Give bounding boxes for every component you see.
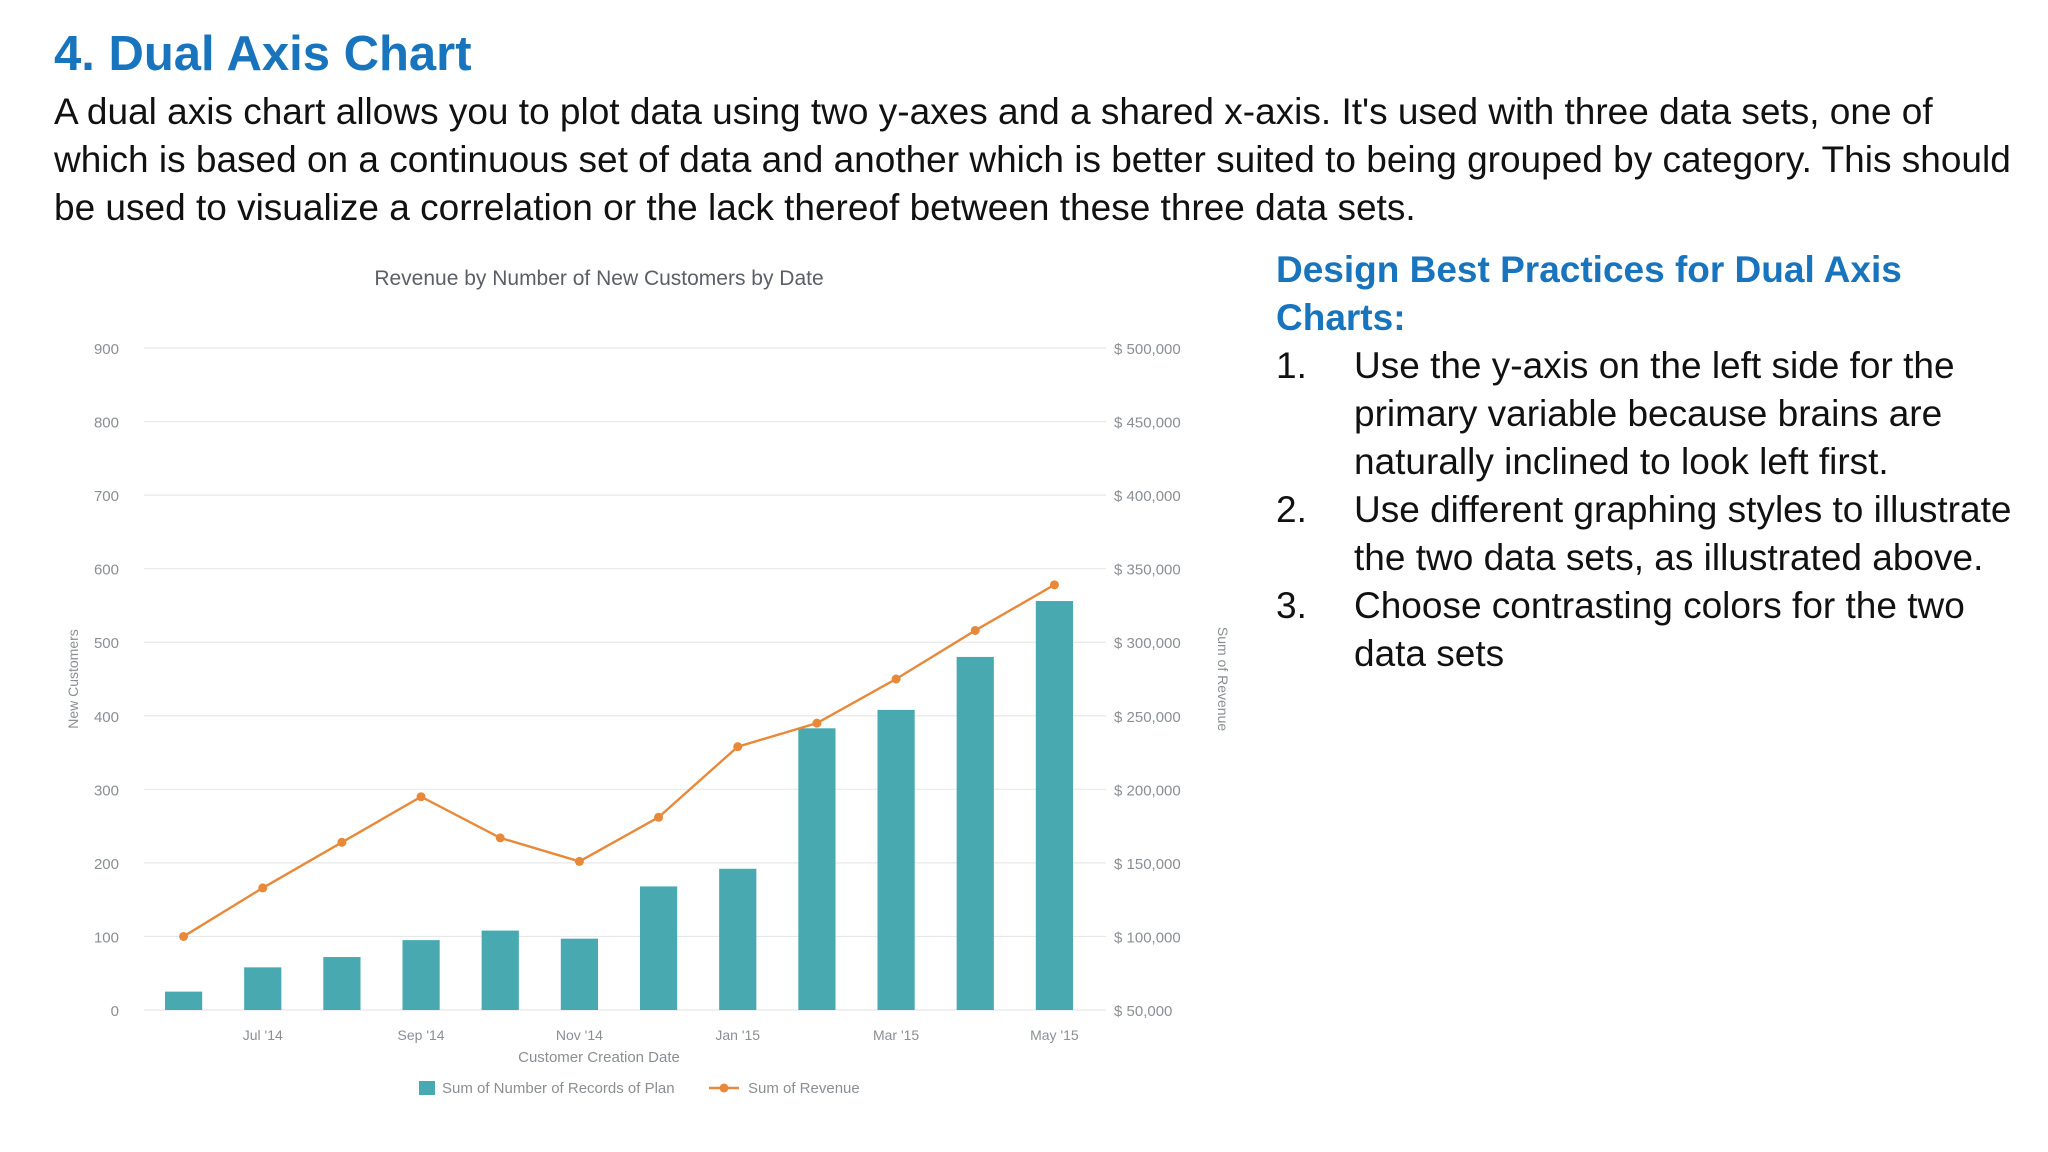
y-tick-label: 0 — [111, 1003, 119, 1020]
x-tick-label: Nov '14 — [556, 1027, 603, 1043]
revenue-point — [733, 742, 743, 752]
revenue-point — [574, 856, 584, 866]
y2-tick-label: $ 200,000 — [1114, 782, 1181, 799]
chart-svg: Revenue by Number of New Customers by Da… — [65, 267, 1231, 1097]
revenue-point — [812, 718, 822, 728]
intro-paragraph: A dual axis chart allows you to plot dat… — [54, 91, 2011, 228]
revenue-point — [891, 674, 901, 684]
revenue-point — [495, 833, 505, 843]
revenue-line — [182, 583, 1056, 938]
page-heading: 4. Dual Axis Chart — [54, 27, 472, 81]
revenue-point — [1049, 580, 1059, 590]
tip-text: Choose contrasting colors for the two da… — [1354, 585, 1965, 674]
y-tick-label: 700 — [94, 488, 119, 505]
bar — [1035, 601, 1074, 1010]
y-tick-label: 400 — [94, 709, 119, 726]
revenue-point — [337, 837, 347, 847]
legend-label-bars: Sum of Number of Records of Plan — [442, 1080, 675, 1097]
bar — [719, 868, 757, 1010]
revenue-point — [416, 792, 426, 802]
y-tick-label: 200 — [94, 856, 119, 873]
y2-tick-label: $ 400,000 — [1114, 488, 1181, 505]
y-axis-title: New Customers — [65, 629, 81, 729]
best-practices-list: 1. Use the y-axis on the left side for th… — [1276, 342, 2036, 678]
y-tick-label: 900 — [94, 341, 119, 358]
bar — [956, 656, 994, 1010]
x-tick-label: Mar '15 — [873, 1027, 919, 1043]
x-tick-label: May '15 — [1030, 1027, 1079, 1043]
x-tick-label: Jan '15 — [715, 1027, 760, 1043]
y2-tick-label: $ 450,000 — [1114, 415, 1181, 432]
tip-item: 1. Use the y-axis on the left side for th… — [1276, 342, 2036, 486]
revenue-point — [970, 625, 980, 635]
tip-text: Use different graphing styles to illustr… — [1354, 489, 2012, 578]
x-tick-label: Jul '14 — [243, 1027, 283, 1043]
bar — [639, 886, 678, 1010]
tip-number: 3. — [1276, 585, 1307, 626]
bar — [402, 940, 440, 1010]
y2-tick-label: $ 100,000 — [1114, 929, 1181, 946]
y2-axis-title: Sum of Revenue — [1215, 627, 1231, 731]
legend-label-revenue: Sum of Revenue — [748, 1080, 860, 1097]
bar — [244, 967, 282, 1010]
bar — [560, 938, 599, 1010]
y-tick-label: 800 — [94, 415, 119, 432]
bar — [164, 991, 203, 1010]
y2-tick-label: $ 500,000 — [1114, 341, 1181, 358]
y2-tick-label: $ 350,000 — [1114, 562, 1181, 579]
dual-axis-chart: Revenue by Number of New Customers by Da… — [54, 255, 1254, 1135]
legend-swatch-bars — [419, 1081, 435, 1095]
y2-tick-label: $ 300,000 — [1114, 635, 1181, 652]
y-tick-label: 300 — [94, 782, 119, 799]
y2-tick-label: $ 150,000 — [1114, 856, 1181, 873]
y-tick-label: 500 — [94, 635, 119, 652]
best-practices-panel: Design Best Practices for Dual Axis Char… — [1276, 246, 2036, 678]
legend-marker-revenue — [719, 1083, 729, 1093]
y-tick-label: 100 — [94, 929, 119, 946]
revenue-point — [654, 812, 664, 822]
tip-item: 3. Choose contrasting colors for the two … — [1276, 582, 2036, 678]
tip-number: 1. — [1276, 345, 1307, 386]
tip-number: 2. — [1276, 489, 1307, 530]
x-tick-label: Sep '14 — [398, 1027, 445, 1043]
bar — [481, 930, 519, 1010]
y-tick-label: 600 — [94, 562, 119, 579]
bar — [798, 728, 836, 1010]
revenue-point — [179, 931, 189, 941]
bar — [877, 709, 915, 1010]
bar — [323, 957, 361, 1010]
tip-text: Use the y-axis on the left side for the … — [1354, 345, 1955, 482]
y2-tick-label: $ 250,000 — [1114, 709, 1181, 726]
x-axis-title: Customer Creation Date — [518, 1049, 680, 1066]
y2-tick-label: $ 50,000 — [1114, 1003, 1172, 1020]
revenue-point — [258, 883, 268, 893]
tip-item: 2. Use different graphing styles to illus… — [1276, 486, 2036, 582]
best-practices-title: Design Best Practices for Dual Axis Char… — [1276, 249, 1902, 338]
chart-title: Revenue by Number of New Customers by Da… — [374, 267, 823, 290]
